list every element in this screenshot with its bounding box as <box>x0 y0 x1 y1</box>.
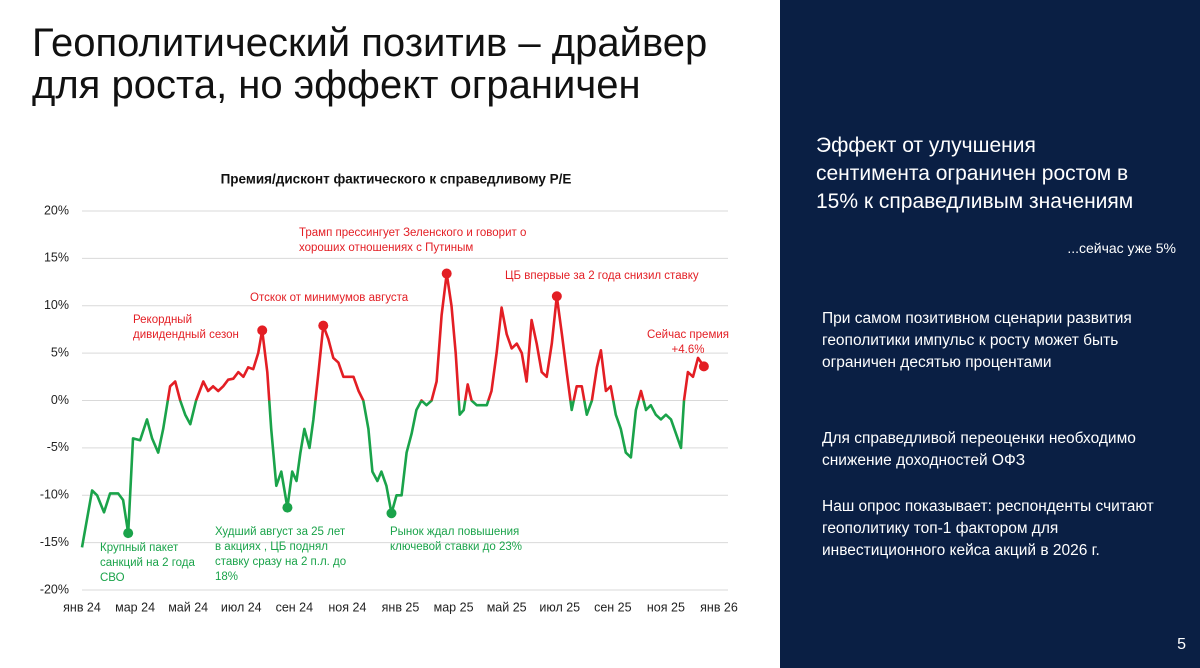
x-tick-label: мар 25 <box>434 600 474 614</box>
y-tick-label: 20% <box>44 203 69 217</box>
annotation-text: Худший август за 25 лет <box>215 526 346 538</box>
y-tick-label: -15% <box>40 535 69 549</box>
side-note: ...сейчас уже 5% <box>1067 240 1176 256</box>
annotation-text: Сейчас премия <box>647 329 729 341</box>
x-tick-label: янв 25 <box>382 600 420 614</box>
annotation-text: СВО <box>100 572 125 584</box>
y-tick-label: 10% <box>44 298 69 312</box>
x-tick-label: июл 25 <box>539 600 580 614</box>
heading-line: 15% к справедливым значениям <box>816 190 1134 213</box>
annotation-text: Рекордный <box>133 314 192 326</box>
y-tick-label: 15% <box>44 251 69 265</box>
annotation-text: 18% <box>215 571 238 583</box>
annotation-text: Трамп прессингует Зеленского и говорит о <box>299 227 526 239</box>
annotation-text: ЦБ впервые за 2 года снизил ставку <box>505 270 699 282</box>
annotation-dot <box>282 502 293 513</box>
paragraph: При самом позитивном сценарии развития г… <box>822 310 1132 371</box>
side-heading: Эффект от улучшения сентимента ограничен … <box>816 132 1133 216</box>
page-number: 5 <box>1177 636 1186 653</box>
x-tick-label: сен 25 <box>594 600 632 614</box>
data-line <box>80 400 686 548</box>
side-panel: Эффект от улучшения сентимента ограничен … <box>780 0 1200 668</box>
x-tick-label: янв 26 <box>700 600 738 614</box>
annotation-text: хороших отношениях с Путиным <box>299 242 473 254</box>
y-tick-label: 0% <box>51 393 69 407</box>
annotation-text: +4.6% <box>672 344 705 356</box>
x-tick-label: ноя 25 <box>647 600 685 614</box>
annotation-text: дивидендный сезон <box>133 329 239 341</box>
x-tick-label: май 24 <box>168 600 208 614</box>
annotation-dot <box>257 325 268 336</box>
x-tick-label: май 25 <box>487 600 527 614</box>
title-line: для роста, но эффект ограничен <box>32 63 641 107</box>
x-tick-label: ноя 24 <box>328 600 366 614</box>
annotation-text: Рынок ждал повышения <box>390 526 519 538</box>
y-tick-label: 5% <box>51 345 69 359</box>
y-tick-label: -5% <box>47 440 69 454</box>
chart-title: Премия/дисконт фактического к справедлив… <box>221 172 572 187</box>
annotation-dot <box>318 320 329 331</box>
x-tick-label: июл 24 <box>221 600 262 614</box>
annotation-text: ключевой ставки до 23% <box>390 541 522 553</box>
annotation-text: Крупный пакет <box>100 542 179 554</box>
heading-line: сентимента ограничен ростом в <box>816 162 1129 185</box>
paragraph: Наш опрос показывает: респонденты считаю… <box>822 498 1154 559</box>
annotation-dot <box>123 528 134 539</box>
paragraph: Для справедливой переоценки необходимо с… <box>822 430 1136 469</box>
annotation-dot <box>386 508 397 519</box>
y-tick-label: -10% <box>40 488 69 502</box>
title-line: Геополитический позитив – драйвер <box>32 21 708 65</box>
x-tick-label: мар 24 <box>115 600 155 614</box>
annotation-dot <box>698 361 709 372</box>
x-tick-label: сен 24 <box>276 600 314 614</box>
annotation-text: ставку сразу на 2 п.л. до <box>215 556 346 568</box>
x-tick-label: янв 24 <box>63 600 101 614</box>
annotation-text: Отскок от минимумов августа <box>250 292 409 304</box>
annotation-dot <box>551 291 562 302</box>
y-tick-label: -20% <box>40 582 69 596</box>
annotation-text: санкций на 2 года <box>100 557 195 569</box>
slide-title: Геополитический позитив – драйвер для рос… <box>32 22 707 106</box>
annotation-text: в акциях , ЦБ поднял <box>215 541 328 553</box>
data-line <box>166 272 705 401</box>
chart: Премия/дисконт фактического к справедлив… <box>40 172 738 615</box>
heading-line: Эффект от улучшения <box>816 134 1036 157</box>
annotation-dot <box>441 268 452 279</box>
